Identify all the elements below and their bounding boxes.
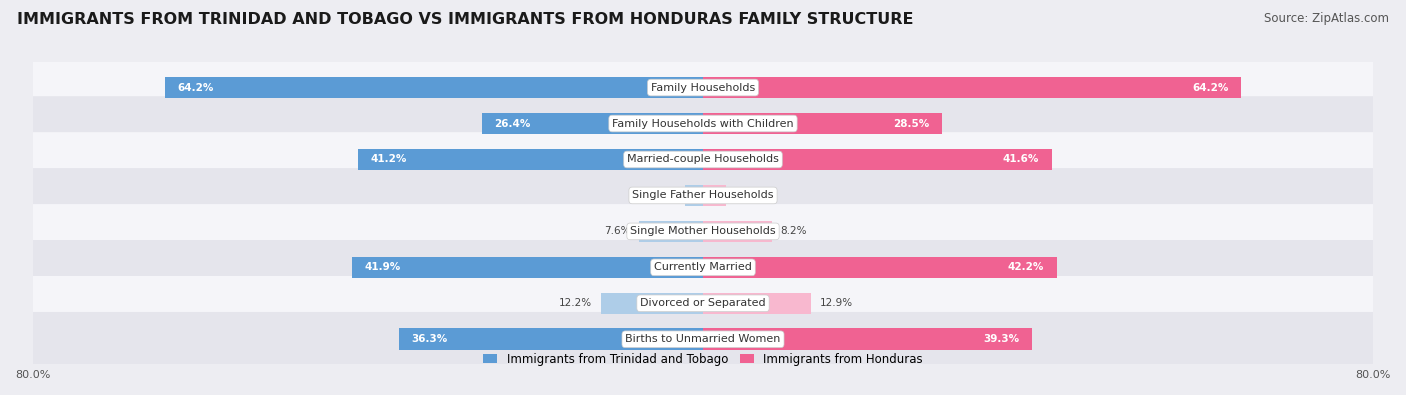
FancyBboxPatch shape	[22, 240, 1384, 295]
Text: Married-couple Households: Married-couple Households	[627, 154, 779, 164]
Bar	[703, 293, 811, 314]
Text: Single Mother Households: Single Mother Households	[630, 226, 776, 236]
Bar	[640, 221, 703, 242]
Bar	[703, 329, 1032, 350]
Text: IMMIGRANTS FROM TRINIDAD AND TOBAGO VS IMMIGRANTS FROM HONDURAS FAMILY STRUCTURE: IMMIGRANTS FROM TRINIDAD AND TOBAGO VS I…	[17, 12, 914, 27]
Text: Currently Married: Currently Married	[654, 262, 752, 273]
Text: Family Households: Family Households	[651, 83, 755, 92]
Bar	[399, 329, 703, 350]
Text: 39.3%: 39.3%	[984, 334, 1019, 344]
Text: Single Father Households: Single Father Households	[633, 190, 773, 200]
Text: Source: ZipAtlas.com: Source: ZipAtlas.com	[1264, 12, 1389, 25]
Text: 12.9%: 12.9%	[820, 298, 852, 308]
Text: 41.9%: 41.9%	[364, 262, 401, 273]
Bar	[703, 77, 1241, 98]
Bar	[703, 221, 772, 242]
Text: Divorced or Separated: Divorced or Separated	[640, 298, 766, 308]
Bar	[600, 293, 703, 314]
Bar	[703, 149, 1052, 170]
FancyBboxPatch shape	[22, 60, 1384, 115]
Text: 64.2%: 64.2%	[177, 83, 214, 92]
Text: 12.2%: 12.2%	[560, 298, 592, 308]
Legend: Immigrants from Trinidad and Tobago, Immigrants from Honduras: Immigrants from Trinidad and Tobago, Imm…	[478, 348, 928, 371]
Text: 26.4%: 26.4%	[495, 118, 530, 128]
FancyBboxPatch shape	[22, 96, 1384, 151]
Bar	[482, 113, 703, 134]
Bar	[352, 257, 703, 278]
Bar	[685, 184, 703, 206]
Bar	[703, 184, 727, 206]
Text: Births to Unmarried Women: Births to Unmarried Women	[626, 334, 780, 344]
Bar	[357, 149, 703, 170]
Text: 41.6%: 41.6%	[1002, 154, 1039, 164]
Text: 64.2%: 64.2%	[1192, 83, 1229, 92]
Text: 41.2%: 41.2%	[370, 154, 406, 164]
FancyBboxPatch shape	[22, 276, 1384, 331]
Text: 7.6%: 7.6%	[605, 226, 631, 236]
Bar	[165, 77, 703, 98]
Text: 8.2%: 8.2%	[780, 226, 807, 236]
FancyBboxPatch shape	[22, 204, 1384, 259]
Text: 2.8%: 2.8%	[735, 190, 761, 200]
Text: 36.3%: 36.3%	[412, 334, 447, 344]
Bar	[703, 257, 1056, 278]
Text: 2.2%: 2.2%	[650, 190, 676, 200]
FancyBboxPatch shape	[22, 132, 1384, 187]
FancyBboxPatch shape	[22, 168, 1384, 223]
Bar	[703, 113, 942, 134]
Text: 42.2%: 42.2%	[1008, 262, 1045, 273]
Text: Family Households with Children: Family Households with Children	[612, 118, 794, 128]
Text: 28.5%: 28.5%	[893, 118, 929, 128]
FancyBboxPatch shape	[22, 312, 1384, 367]
